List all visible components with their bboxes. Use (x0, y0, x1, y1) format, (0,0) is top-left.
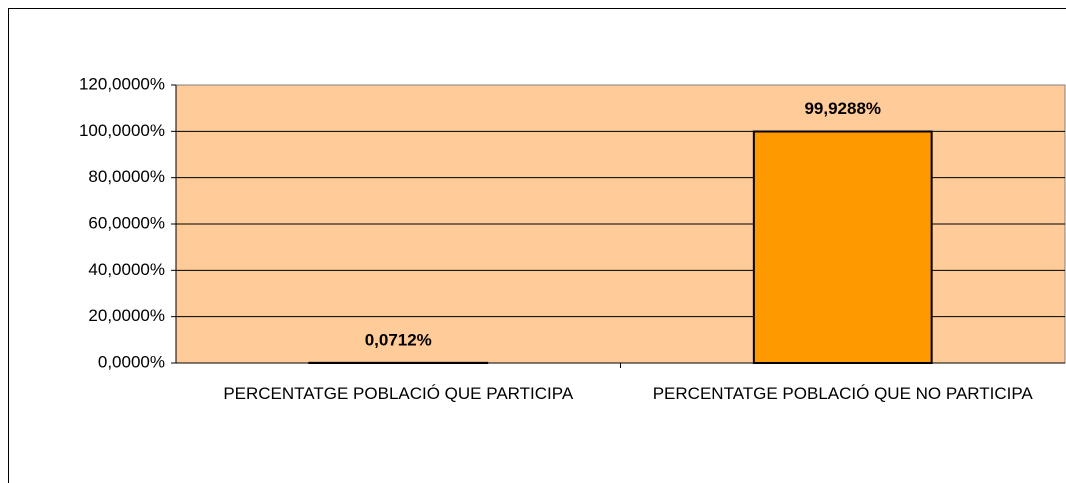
y-tick-label: 20,0000% (88, 306, 165, 325)
y-tick-label: 100,0000% (79, 121, 165, 140)
y-tick-label: 60,0000% (88, 213, 165, 232)
y-tick-label: 0,0000% (98, 352, 165, 371)
x-tick-label: PERCENTATGE POBLACIÓ QUE PARTICIPA (223, 384, 574, 403)
x-tick-label: PERCENTATGE POBLACIÓ QUE NO PARTICIPA (652, 384, 1033, 403)
y-tick-label: 80,0000% (88, 167, 165, 186)
y-tick-label: 40,0000% (88, 260, 165, 279)
data-label: 99,9288% (804, 99, 881, 118)
bar (752, 130, 933, 364)
y-tick-label: 120,0000% (79, 74, 165, 93)
data-label: 0,0712% (365, 330, 432, 349)
